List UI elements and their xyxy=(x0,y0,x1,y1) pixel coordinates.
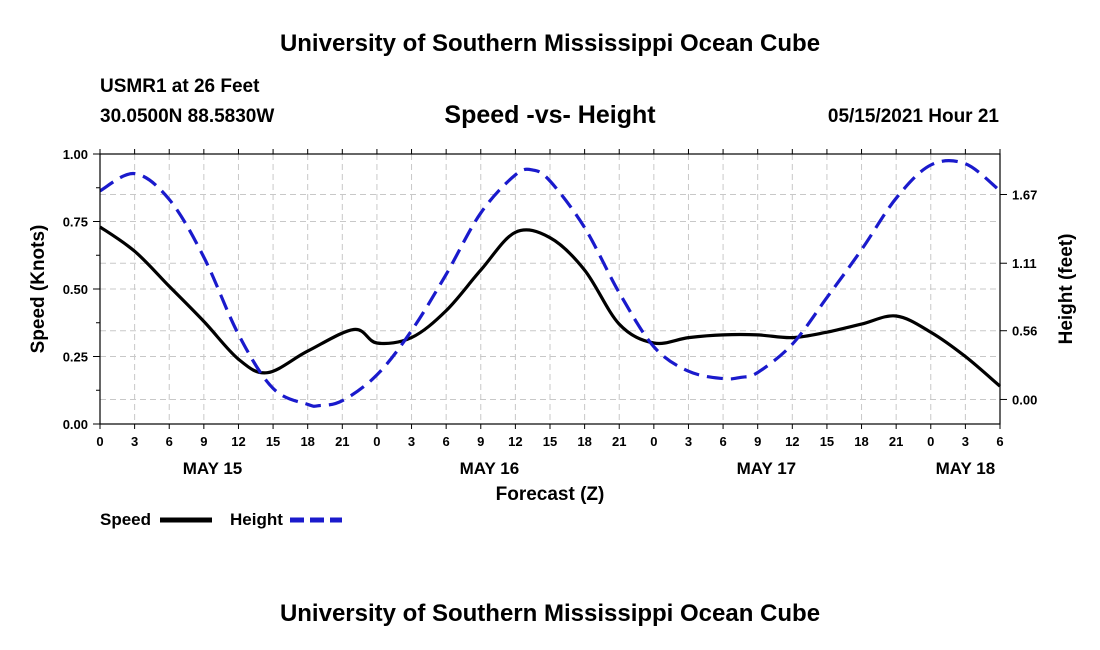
day-label: MAY 16 xyxy=(460,459,520,478)
y-tick-label-left: 0.25 xyxy=(63,350,88,365)
x-tick-label: 0 xyxy=(650,434,657,449)
y-axis-label-left: Speed (Knots) xyxy=(28,225,49,354)
x-tick-label: 9 xyxy=(200,434,207,449)
x-axis-label: Forecast (Z) xyxy=(496,484,605,505)
x-tick-label: 12 xyxy=(508,434,522,449)
plot-frame xyxy=(99,153,1001,425)
series-line-speed xyxy=(99,225,1002,388)
legend-speed-label: Speed xyxy=(100,510,151,529)
legend: Speed Height xyxy=(100,510,342,529)
y-tick-label-left: 1.00 xyxy=(63,147,88,162)
y-axis-label-right: Height (feet) xyxy=(1056,234,1077,345)
page-title: University of Southern Mississippi Ocean… xyxy=(279,30,821,57)
day-label: MAY 18 xyxy=(936,459,996,478)
series xyxy=(99,159,1002,408)
grid xyxy=(100,154,1000,424)
chart-title: Speed -vs- Height xyxy=(444,101,656,129)
legend-height-label: Height xyxy=(230,510,283,529)
x-tick-label: 0 xyxy=(96,434,103,449)
footer-title: University of Southern Mississippi Ocean… xyxy=(279,600,821,627)
y-tick-label-right: 0.56 xyxy=(1012,324,1037,339)
y-tick-label-right: 0.00 xyxy=(1012,392,1037,407)
x-tick-label: 6 xyxy=(996,434,1003,449)
series-line-height xyxy=(99,159,1002,408)
x-tick-label: 21 xyxy=(335,434,349,449)
x-tick-label: 18 xyxy=(300,434,314,449)
x-tick-label: 15 xyxy=(266,434,280,449)
x-tick-label: 15 xyxy=(820,434,834,449)
x-tick-label: 3 xyxy=(408,434,415,449)
y-tick-label-left: 0.00 xyxy=(63,417,88,432)
x-tick-label: 6 xyxy=(166,434,173,449)
y-tick-label-right: 1.11 xyxy=(1012,256,1037,271)
x-tick-label: 21 xyxy=(612,434,626,449)
station-label: USMR1 at 26 Feet xyxy=(100,76,260,97)
x-tick-label: 6 xyxy=(443,434,450,449)
x-tick-label: 21 xyxy=(889,434,903,449)
forecast-datetime: 05/15/2021 Hour 21 xyxy=(827,106,999,127)
y-tick-label-left: 0.75 xyxy=(63,215,88,230)
x-tick-label: 0 xyxy=(927,434,934,449)
axis-ticks: 0 3 6 9 12 15 18 21 0 3 6 9 12 15 18 21 0 3 6 9 12 15 18 21 0 3 6M… xyxy=(63,147,1038,478)
x-tick-label: 3 xyxy=(685,434,692,449)
x-tick-label: 9 xyxy=(477,434,484,449)
day-label: MAY 15 xyxy=(183,459,243,478)
x-tick-label: 0 xyxy=(373,434,380,449)
station-coordinates: 30.0500N 88.5830W xyxy=(100,106,275,127)
x-tick-label: 12 xyxy=(785,434,799,449)
x-tick-label: 18 xyxy=(577,434,591,449)
x-tick-label: 6 xyxy=(719,434,726,449)
x-tick-label: 18 xyxy=(854,434,868,449)
x-tick-label: 3 xyxy=(962,434,969,449)
x-tick-label: 12 xyxy=(231,434,245,449)
y-tick-label-left: 0.50 xyxy=(63,282,88,297)
x-tick-label: 15 xyxy=(543,434,557,449)
y-tick-label-right: 1.67 xyxy=(1012,188,1037,203)
x-tick-label: 9 xyxy=(754,434,761,449)
day-label: MAY 17 xyxy=(737,459,797,478)
x-tick-label: 3 xyxy=(131,434,138,449)
